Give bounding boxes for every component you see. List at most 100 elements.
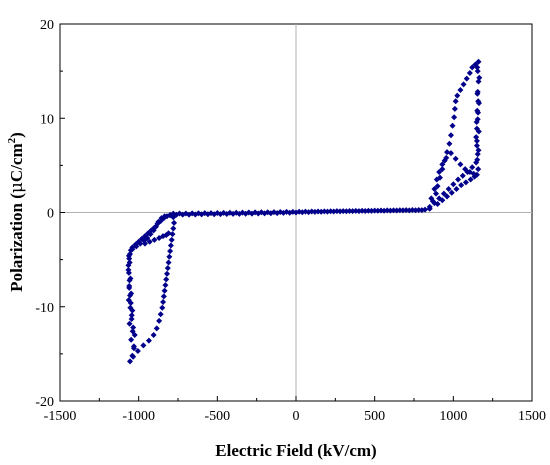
data-point	[126, 320, 133, 327]
y-tick-label: 20	[40, 18, 54, 33]
data-point	[182, 210, 189, 217]
data-point	[150, 227, 157, 234]
data-point	[153, 325, 160, 332]
data-point	[163, 270, 170, 277]
data-point	[384, 207, 391, 214]
data-point	[473, 142, 480, 149]
data-point	[474, 90, 481, 97]
data-point	[467, 176, 474, 183]
data-point	[264, 209, 271, 216]
data-point	[452, 98, 459, 105]
y-axis-title: Polarization (μC/cm2)	[6, 132, 27, 292]
data-point	[252, 209, 259, 216]
data-point	[214, 209, 221, 216]
data-point	[167, 248, 174, 255]
data-point	[475, 100, 482, 107]
data-point	[447, 150, 454, 157]
data-point	[428, 195, 435, 202]
data-point	[469, 164, 476, 171]
data-point	[365, 207, 372, 214]
data-point	[155, 218, 162, 225]
data-point	[164, 265, 171, 272]
data-point	[434, 201, 441, 208]
data-point	[426, 205, 433, 212]
data-point	[396, 207, 403, 214]
data-point	[333, 208, 340, 215]
data-point	[451, 105, 458, 112]
y-axis-title-main: Polarization (	[7, 193, 26, 292]
data-point	[346, 207, 353, 214]
data-point	[457, 86, 464, 93]
x-tick-label: -500	[204, 409, 230, 424]
data-point	[220, 209, 227, 216]
x-axis-title: Electric Field (kV/cm)	[215, 441, 376, 460]
x-tick-label: 1500	[518, 409, 546, 424]
data-point	[458, 182, 465, 189]
data-point	[239, 209, 246, 216]
data-point	[433, 176, 440, 183]
data-point	[448, 189, 455, 196]
data-point	[409, 207, 416, 214]
y-axis-title-close: )	[7, 132, 26, 138]
data-point	[450, 181, 457, 188]
data-point	[447, 132, 454, 139]
data-point	[145, 337, 152, 344]
x-tick-label: 0	[293, 409, 300, 424]
data-point	[443, 154, 450, 161]
y-tick-label: 0	[47, 207, 54, 222]
data-point	[171, 219, 178, 226]
data-point	[422, 206, 429, 213]
data-point	[459, 172, 466, 179]
data-point	[157, 311, 164, 318]
data-point	[159, 304, 166, 311]
data-point	[340, 208, 347, 215]
data-point	[125, 297, 132, 304]
data-point	[474, 68, 481, 75]
y-tick-label: -20	[35, 395, 54, 410]
x-tick-label: -1500	[44, 409, 77, 424]
data-point	[176, 210, 183, 217]
data-point	[125, 266, 132, 273]
data-point	[296, 208, 303, 215]
data-point	[449, 122, 456, 129]
data-point	[433, 190, 440, 197]
x-tick-label: 500	[364, 409, 385, 424]
x-tick-label: 1000	[439, 409, 467, 424]
data-point	[195, 210, 202, 217]
data-point	[151, 236, 158, 243]
x-tick-label: -1000	[122, 409, 155, 424]
data-point	[170, 225, 177, 232]
data-point	[270, 209, 277, 216]
data-point	[127, 304, 134, 311]
data-point	[162, 282, 169, 289]
data-point	[439, 197, 446, 204]
data-point	[150, 332, 157, 339]
data-point	[473, 119, 480, 126]
data-point	[475, 128, 482, 135]
data-point	[453, 185, 460, 192]
data-point	[144, 234, 151, 241]
data-point	[377, 207, 384, 214]
data-point	[166, 253, 173, 260]
y-axis-title-mu: μ	[7, 182, 27, 193]
data-point	[439, 161, 446, 168]
data-point	[403, 207, 410, 214]
data-point	[134, 348, 141, 355]
data-point	[129, 328, 136, 335]
data-point	[431, 185, 438, 192]
data-point	[462, 166, 469, 173]
data-point	[258, 209, 265, 216]
data-point	[140, 342, 147, 349]
data-point	[469, 64, 476, 71]
y-axis-title-unit: C/cm	[7, 143, 26, 182]
data-point	[474, 156, 481, 163]
data-point	[126, 259, 133, 266]
data-point	[130, 353, 137, 360]
data-point	[446, 140, 453, 147]
data-point	[226, 209, 233, 216]
data-point	[147, 231, 154, 238]
data-point	[127, 275, 134, 282]
data-point	[451, 114, 458, 121]
y-tick-label: -10	[35, 301, 54, 316]
